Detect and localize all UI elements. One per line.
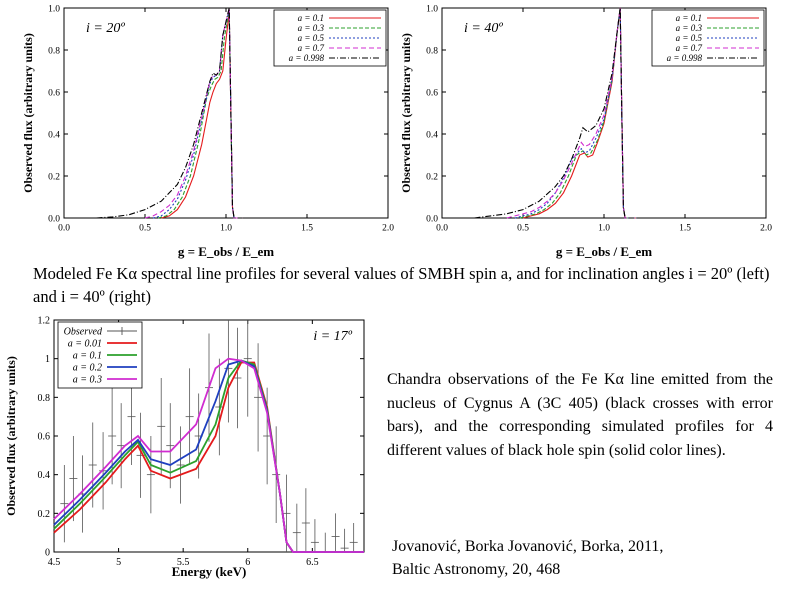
x-tick-label: 4.5 [48, 557, 61, 568]
y-tick-label: 0.4 [38, 470, 51, 481]
x-axis-label: g = E_obs / E_em [178, 244, 274, 259]
y-tick-label: 1.2 [38, 316, 51, 327]
series-line-3 [506, 7, 637, 219]
x-tick-label: 0.5 [517, 224, 529, 234]
legend-label: Observed [64, 327, 103, 338]
series-line-2 [152, 9, 243, 219]
y-tick-label: 1.0 [48, 5, 60, 15]
y-tick-label: 1.0 [426, 5, 438, 15]
legend-label: a = 0.1 [73, 351, 102, 362]
x-tick-label: 1.5 [679, 224, 691, 234]
x-tick-label: 6.5 [306, 557, 319, 568]
y-tick-label: 0.2 [426, 173, 438, 183]
legend-label: a = 0.3 [676, 23, 703, 33]
x-tick-label: 1.0 [220, 224, 232, 234]
legend-label: a = 0.3 [298, 23, 325, 33]
legend-label: a = 0.7 [298, 43, 325, 53]
inclination-annotation: i = 17º [313, 329, 352, 344]
y-axis-label: Observed flux (arbitrary units) [400, 33, 413, 193]
x-tick-label: 1.5 [301, 224, 313, 234]
x-tick-label: 5.5 [177, 557, 190, 568]
legend-label: a = 0.7 [676, 43, 703, 53]
series-line-4 [96, 7, 243, 219]
y-tick-label: 0.0 [48, 215, 60, 225]
y-tick-label: 0.4 [48, 131, 60, 141]
y-axis-label: Observed flux (arbitrary units) [22, 33, 35, 193]
y-tick-label: 1 [45, 354, 50, 365]
figure-caption-top: Modeled Fe Kα spectral line profiles for… [33, 264, 770, 306]
line-profile-chart-i20: 0.0 0.5 1.0 1.5 2.0 0.0 0.2 0.4 0.6 0.8 1.0 g = E_o… [21, 0, 394, 262]
chart-svg: 0.0 0.5 1.0 1.5 2.0 0.0 0.2 0.4 0.6 0.8 1.0 g = E_o… [21, 5, 394, 260]
y-tick-label: 0.2 [38, 509, 51, 520]
y-tick-label: 0.6 [38, 432, 51, 443]
series-line-0 [522, 7, 637, 219]
legend-label: a = 0.998 [667, 53, 703, 63]
legend: a = 0.1a = 0.3a = 0.5a = 0.7a = 0.998 [651, 9, 765, 67]
x-tick-label: 0.5 [139, 224, 151, 234]
legend-label: a = 0.3 [73, 375, 102, 386]
x-axis-label: g = E_obs / E_em [556, 244, 652, 259]
legend-label: a = 0.2 [73, 363, 102, 374]
legend-label: a = 0.1 [676, 13, 702, 23]
inclination-annotation: i = 40º [464, 21, 503, 36]
chart-svg: 4.5 5 5.5 6 6.5 0 0.2 0.4 0.6 0.8 1 1.2 Energy (keV)… [4, 316, 365, 579]
x-tick-label: 6 [245, 557, 250, 568]
figure-caption-chandra: Chandra observations of the Fe Kα line e… [387, 371, 773, 459]
x-tick-label: 0.0 [436, 224, 448, 234]
y-tick-label: 0 [45, 548, 50, 559]
series-line-1 [519, 7, 637, 219]
chart-svg: 0.0 0.5 1.0 1.5 2.0 0.0 0.2 0.4 0.6 0.8 1.0 g = E_o… [399, 5, 772, 260]
citation: Jovanović, Borka Jovanović, Borka, 2011,… [392, 535, 772, 581]
inclination-annotation: i = 20º [86, 21, 125, 36]
y-tick-label: 0.4 [426, 131, 438, 141]
y-tick-label: 0.2 [48, 173, 60, 183]
y-tick-label: 0.0 [426, 215, 438, 225]
series-line-3 [53, 357, 364, 553]
y-tick-label: 0.6 [426, 89, 438, 99]
x-tick-label: 5 [116, 557, 121, 568]
cygnus-a-chandra-chart: 4.5 5 5.5 6 6.5 0 0.2 0.4 0.6 0.8 1 1.2 Energy (keV)… [2, 314, 368, 582]
y-tick-label: 0.8 [38, 393, 51, 404]
y-tick-label: 0.8 [48, 47, 60, 57]
legend-label: a = 0.01 [68, 339, 102, 350]
legend-label: a = 0.1 [298, 13, 324, 23]
legend: a = 0.1a = 0.3a = 0.5a = 0.7a = 0.998 [273, 9, 387, 67]
citation-line-2: Baltic Astronomy, 20, 468 [392, 561, 561, 578]
citation-line-1: Jovanović, Borka Jovanović, Borka, 2011, [392, 538, 664, 555]
legend-label: a = 0.5 [676, 33, 703, 43]
x-axis-label: Energy (keV) [172, 564, 247, 579]
line-profile-chart-i40: 0.0 0.5 1.0 1.5 2.0 0.0 0.2 0.4 0.6 0.8 1.0 g = E_o… [399, 0, 772, 262]
series-line-3 [144, 7, 243, 219]
series-line-2 [514, 7, 637, 219]
y-tick-label: 0.6 [48, 89, 60, 99]
x-tick-label: 2.0 [382, 224, 394, 234]
series-line-4 [474, 7, 637, 219]
x-tick-label: 1.0 [598, 224, 610, 234]
y-axis-label: Observed flux (arbitrary units) [4, 356, 18, 516]
x-tick-label: 2.0 [760, 224, 772, 234]
legend-label: a = 0.998 [289, 53, 325, 63]
y-tick-label: 0.8 [426, 47, 438, 57]
x-tick-label: 0.0 [58, 224, 70, 234]
legend-label: a = 0.5 [298, 33, 325, 43]
